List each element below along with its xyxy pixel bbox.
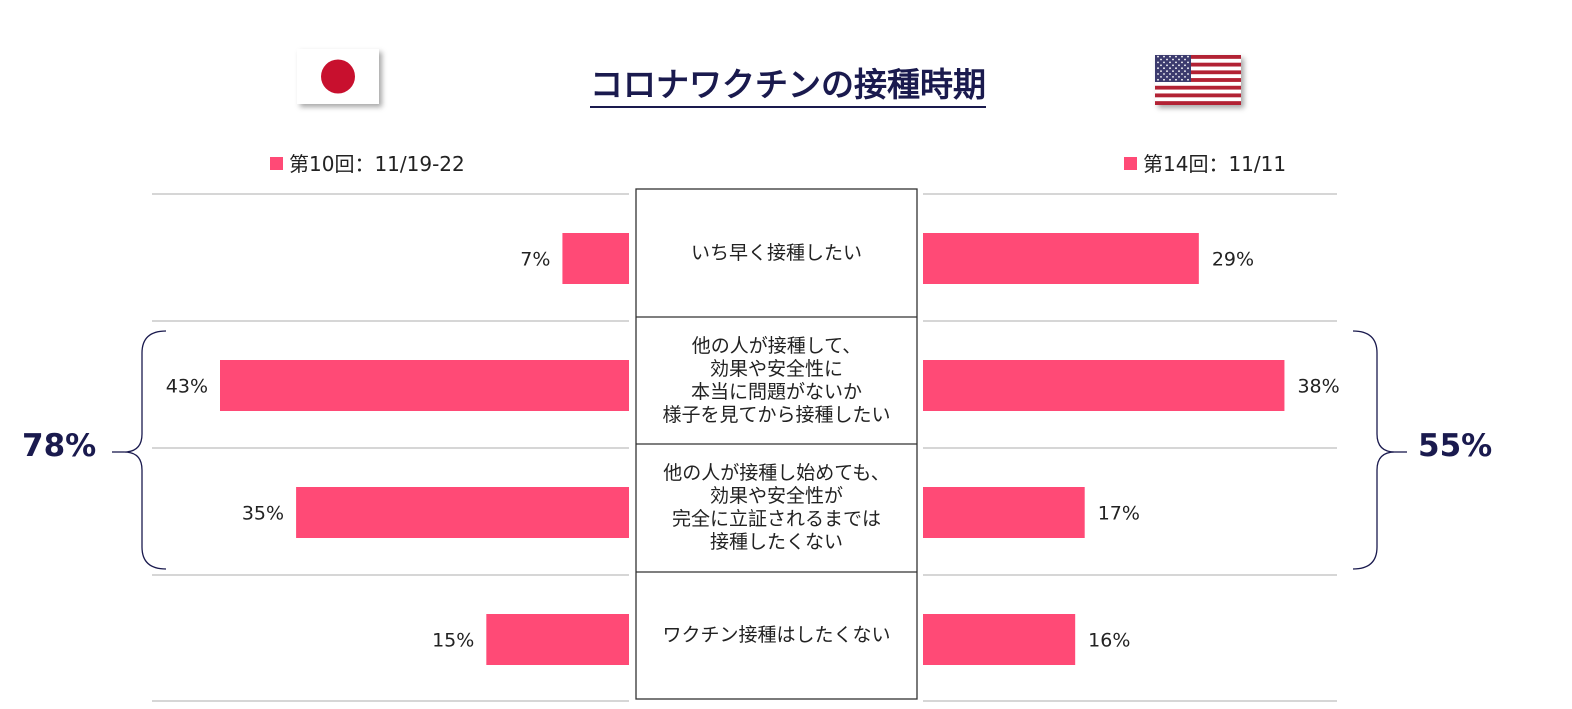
legend-right-swatch [1124, 157, 1137, 170]
data-label-left-4: 15% [432, 630, 474, 652]
category-label-2: 他の人が接種して、 効果や安全性に 本当に問題がないか 様子を見てから接種したい [662, 334, 891, 426]
category-label-3: 他の人が接種し始めても、 効果や安全性が 完全に立証されるまでは 接種したくない [663, 462, 890, 553]
category-label-1: いち早く接種したい [690, 241, 862, 264]
bar-right-1 [923, 233, 1199, 284]
brace-right [1352, 330, 1396, 570]
legend-left-swatch [270, 157, 283, 170]
bar-left-3 [296, 487, 629, 538]
group-total-left: 78% [22, 428, 97, 464]
data-label-right-4: 16% [1088, 630, 1130, 652]
group-total-right: 55% [1418, 428, 1493, 464]
legend-right: 第14回：11/11 [1124, 148, 1286, 177]
bar-right-3 [923, 487, 1085, 538]
category-label-4: ワクチン接種はしたくない [662, 624, 891, 646]
brace-left [123, 330, 167, 570]
legend-right-label: 第14回：11/11 [1143, 152, 1287, 176]
legend-left-label: 第10回：11/19-22 [289, 152, 465, 176]
data-label-left-2: 43% [166, 376, 208, 398]
bar-right-4 [923, 614, 1076, 665]
data-label-right-1: 29% [1212, 249, 1254, 271]
bar-right-2 [923, 360, 1285, 411]
japan-flag [297, 49, 379, 104]
bar-left-4 [486, 614, 629, 665]
legend-left: 第10回：11/19-22 [270, 148, 465, 177]
bar-left-1 [562, 233, 629, 284]
data-label-left-1: 7% [520, 249, 550, 271]
data-label-right-3: 17% [1098, 503, 1140, 525]
bar-left-2 [220, 360, 629, 411]
data-label-left-3: 35% [242, 503, 284, 525]
usa-flag [1155, 55, 1241, 105]
data-label-right-2: 38% [1297, 376, 1339, 398]
chart-title: コロナワクチンの接種時期 [590, 66, 986, 108]
